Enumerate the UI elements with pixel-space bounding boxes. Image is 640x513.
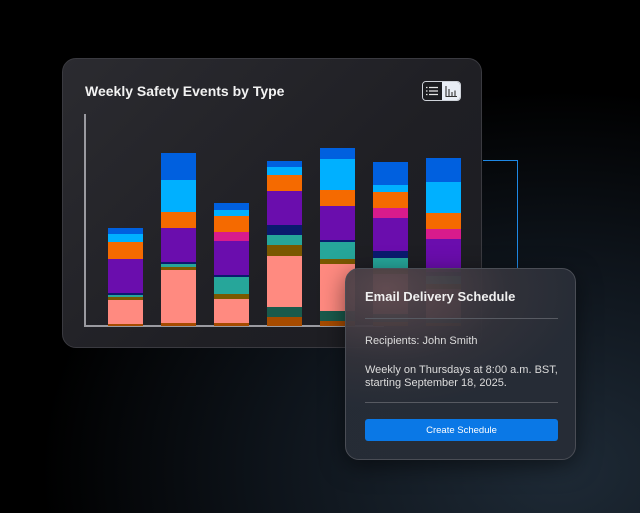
email-delivery-card: Email Delivery Schedule Recipients: John…	[345, 268, 576, 460]
bar-segment	[161, 267, 196, 270]
bar-segment	[108, 228, 143, 234]
bar-segment	[373, 218, 408, 251]
bar-segment	[320, 321, 355, 326]
chart-view-button[interactable]	[441, 82, 460, 100]
bar-segment	[214, 241, 249, 275]
bar-segment	[267, 225, 302, 235]
bar-chart-icon	[445, 85, 457, 97]
bar-segment	[214, 299, 249, 323]
bar-segment	[373, 251, 408, 258]
schedule-text: Weekly on Thursdays at 8:00 a.m. BST, st…	[365, 364, 558, 389]
bar-segment	[108, 297, 143, 300]
bar-segment	[373, 258, 408, 269]
bar-segment	[161, 180, 196, 212]
bar-segment	[214, 275, 249, 277]
bar-segment	[108, 242, 143, 259]
bar-segment	[320, 159, 355, 190]
bar-segment	[267, 235, 302, 245]
bar-segment	[108, 295, 143, 297]
bar-segment	[161, 262, 196, 264]
bar-segment	[161, 212, 196, 228]
bar-segment	[267, 161, 302, 167]
bar-segment	[108, 293, 143, 295]
bar-segment	[214, 294, 249, 299]
bar-segment	[161, 264, 196, 267]
bar-segment	[108, 300, 143, 324]
bar-segment	[108, 234, 143, 242]
bar-segment	[108, 259, 143, 293]
bar-segment	[214, 210, 249, 216]
divider	[365, 402, 558, 403]
bar-segment	[214, 216, 249, 232]
bar-segment	[320, 242, 355, 259]
bar-segment	[426, 213, 461, 229]
connector-line	[483, 160, 518, 269]
bar-segment	[320, 206, 355, 240]
bar-segment	[267, 256, 302, 307]
bar-segment	[267, 245, 302, 256]
chart-card: Weekly Safety Events by Type	[62, 58, 482, 348]
list-icon	[426, 86, 439, 96]
bar-segment	[320, 240, 355, 242]
bar-segment	[373, 162, 408, 185]
bar-segment	[426, 158, 461, 182]
bar-segment	[267, 317, 302, 326]
bar-segment	[214, 323, 249, 326]
recipients-text: Recipients: John Smith	[365, 335, 478, 347]
bar-segment	[320, 259, 355, 264]
bar-segment	[267, 191, 302, 225]
create-schedule-button[interactable]: Create Schedule	[365, 419, 558, 441]
view-toggle[interactable]	[422, 81, 461, 101]
bar-segment	[161, 270, 196, 323]
bar-segment	[161, 153, 196, 180]
bar-segment	[373, 192, 408, 208]
bar-segment	[161, 323, 196, 326]
chart-title: Weekly Safety Events by Type	[85, 83, 285, 99]
bar-segment	[214, 277, 249, 294]
bar-segment	[320, 148, 355, 159]
bar-segment	[214, 203, 249, 210]
bar-segment	[267, 175, 302, 191]
email-card-title: Email Delivery Schedule	[365, 289, 516, 304]
bar-segment	[320, 190, 355, 206]
list-view-button[interactable]	[423, 82, 442, 100]
bar-segment	[373, 208, 408, 218]
bar-segment	[108, 324, 143, 326]
bar-segment	[267, 167, 302, 175]
bar-segment	[214, 232, 249, 241]
y-axis	[84, 114, 86, 326]
bar-segment	[373, 185, 408, 192]
bar-segment	[161, 228, 196, 262]
bar-segment	[320, 311, 355, 321]
bar-segment	[426, 229, 461, 239]
bar-segment	[267, 307, 302, 317]
bar-segment	[426, 239, 461, 272]
bar-segment	[426, 182, 461, 213]
divider	[365, 318, 558, 319]
